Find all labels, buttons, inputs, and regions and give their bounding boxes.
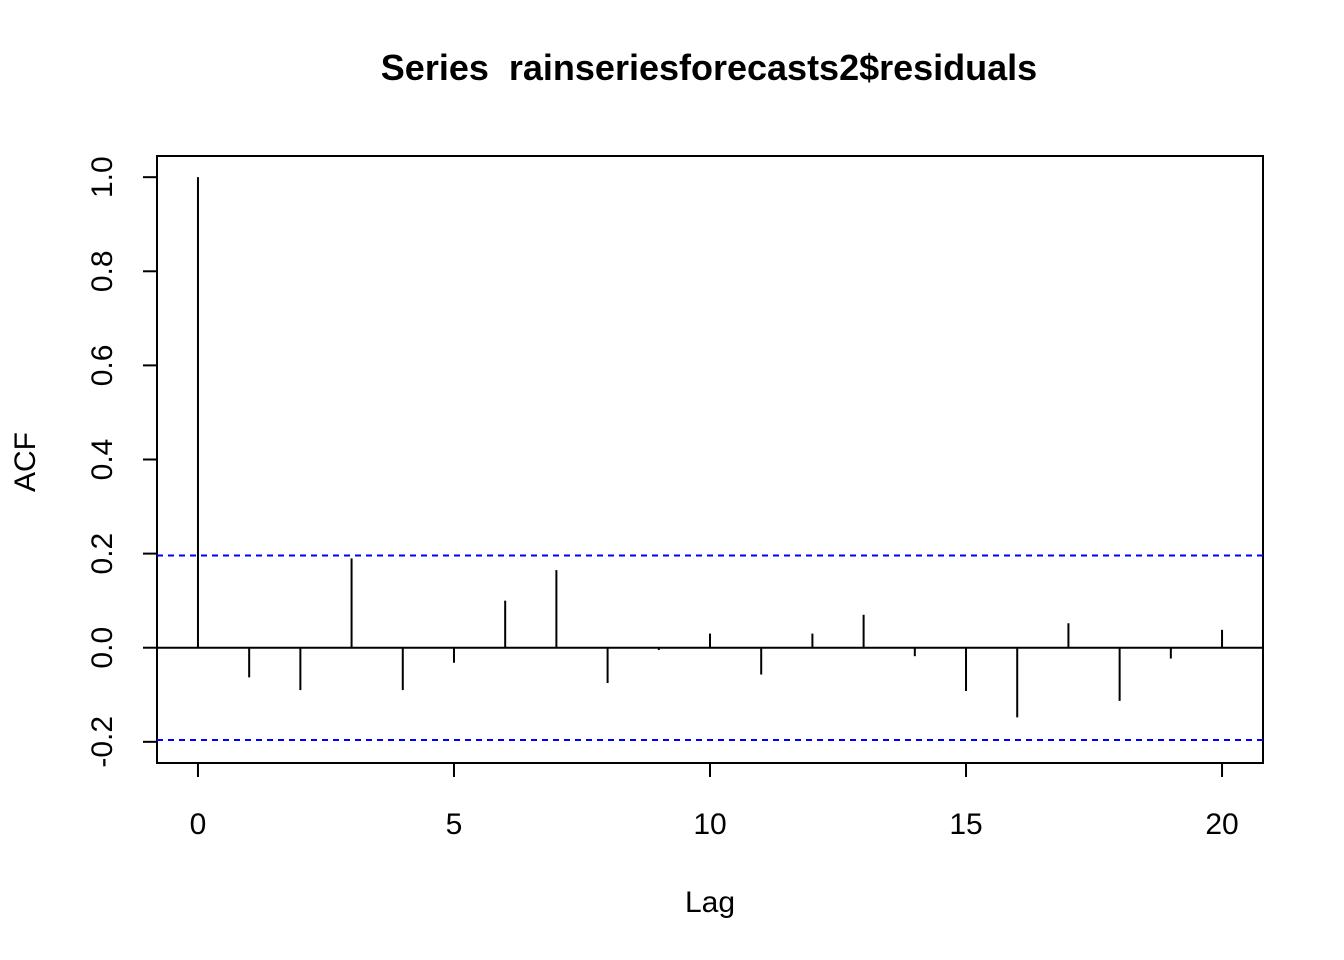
x-tick-label: 10 <box>693 808 726 841</box>
x-tick-label: 5 <box>446 808 463 841</box>
y-tick-label: 0.4 <box>86 439 119 481</box>
y-tick-label: 0.2 <box>86 533 119 575</box>
y-tick-label: -0.2 <box>86 716 119 768</box>
x-tick-label: 0 <box>190 808 207 841</box>
x-tick-label: 20 <box>1205 808 1238 841</box>
y-tick-label: 0.6 <box>86 345 119 387</box>
acf-bars <box>196 177 1224 718</box>
y-tick-label: 1.0 <box>86 156 119 198</box>
x-axis: 0 5 10 15 20 <box>190 762 1239 841</box>
y-axis: -0.2 0.0 0.2 0.4 0.6 0.8 1.0 <box>86 156 158 768</box>
x-tick-label: 15 <box>949 808 982 841</box>
plot-frame <box>156 155 1264 764</box>
chart-title: Series rainseriesforecasts2$residuals <box>381 47 1037 88</box>
y-axis-label: ACF <box>9 432 42 492</box>
y-tick-label: 0.0 <box>86 627 119 669</box>
y-tick-label: 0.8 <box>86 250 119 292</box>
x-axis-label: Lag <box>685 886 735 919</box>
